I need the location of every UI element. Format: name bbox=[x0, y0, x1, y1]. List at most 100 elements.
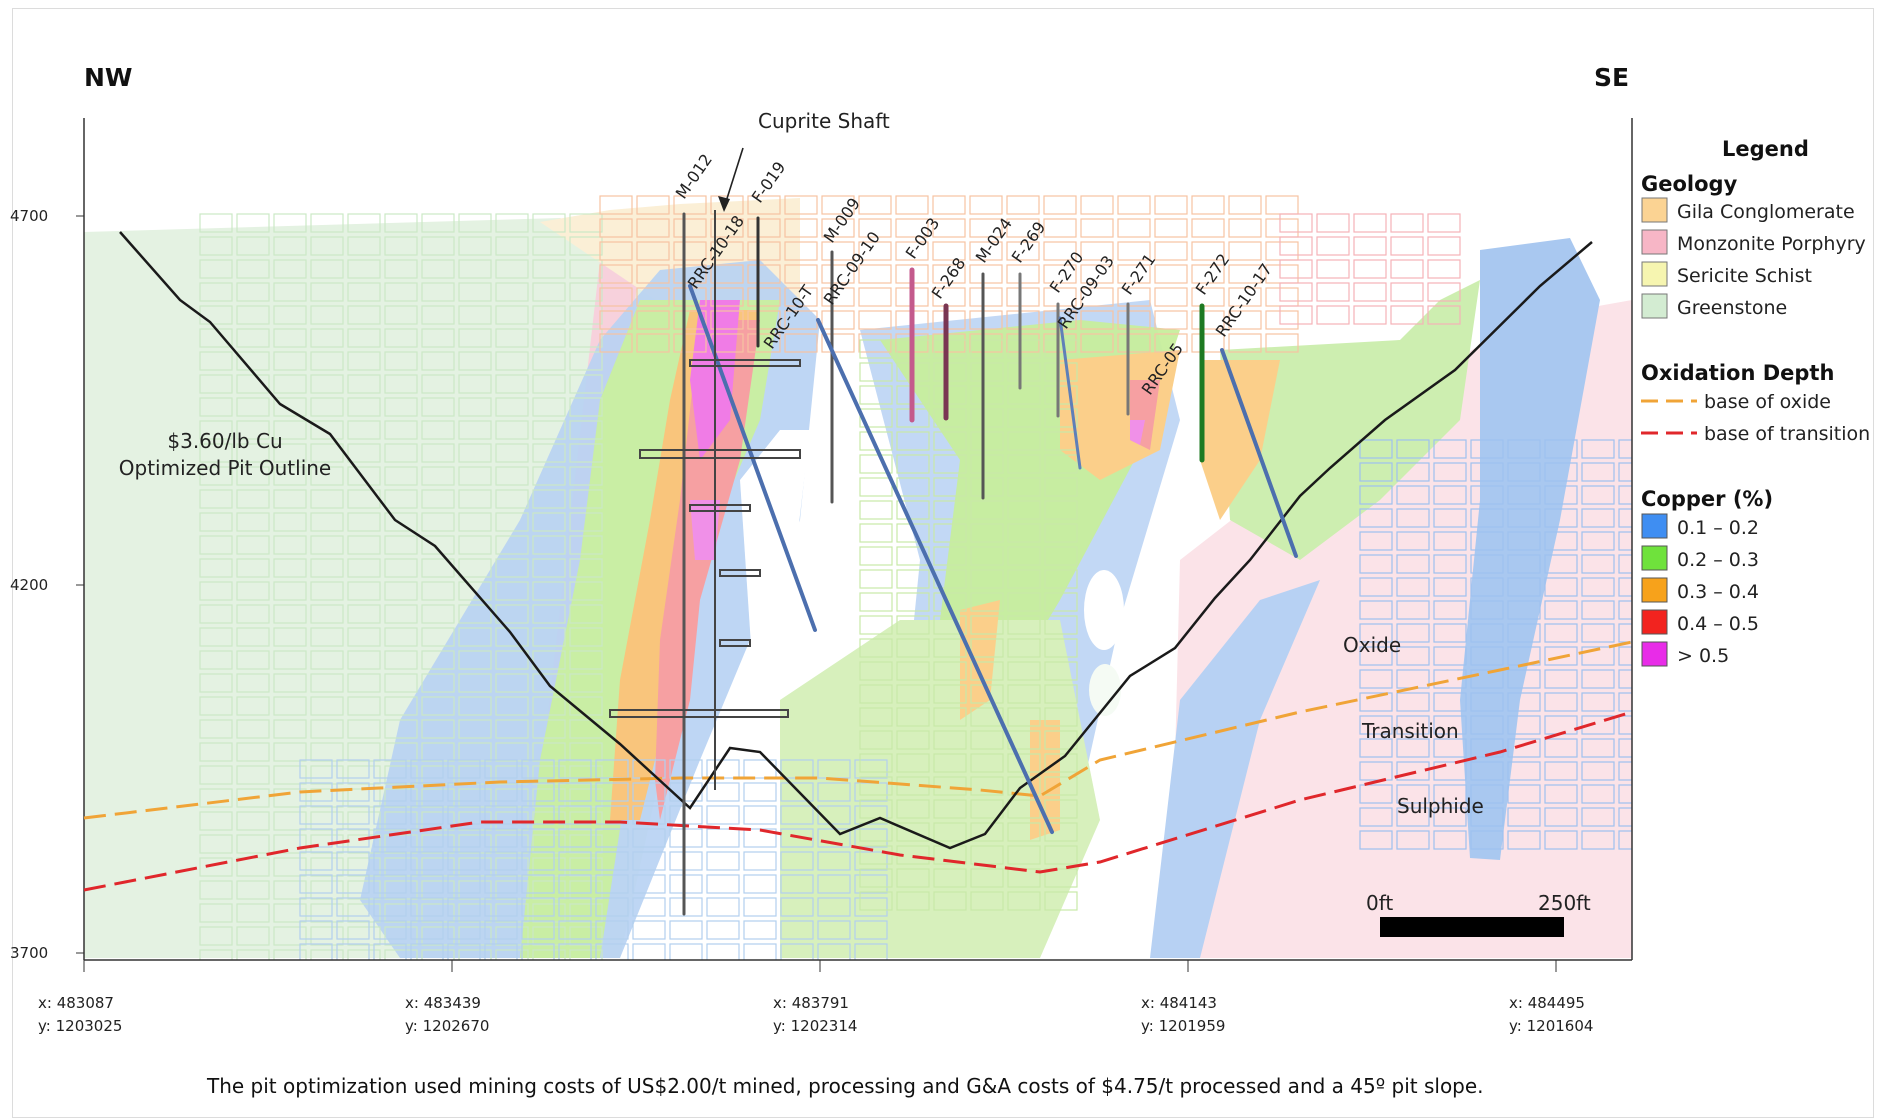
model-block bbox=[273, 627, 307, 647]
model-block bbox=[236, 765, 270, 785]
model-block bbox=[569, 627, 603, 647]
model-block bbox=[384, 903, 418, 923]
model-block bbox=[970, 454, 1004, 474]
coordinate-x-3: x: 483791 bbox=[773, 994, 849, 1012]
model-block bbox=[784, 333, 818, 353]
model-block bbox=[532, 535, 566, 555]
model-block bbox=[299, 805, 333, 825]
model-block bbox=[310, 765, 344, 785]
model-block bbox=[273, 351, 307, 371]
model-block bbox=[1427, 236, 1461, 256]
model-block bbox=[347, 420, 381, 440]
model-block bbox=[384, 259, 418, 279]
model-block bbox=[310, 581, 344, 601]
direction-nw: NW bbox=[84, 63, 133, 92]
model-block bbox=[384, 305, 418, 325]
model-block bbox=[1359, 738, 1393, 758]
model-block bbox=[1007, 523, 1041, 543]
model-block bbox=[854, 897, 888, 917]
model-block bbox=[1433, 485, 1467, 505]
model-block bbox=[896, 707, 930, 727]
model-block bbox=[384, 466, 418, 486]
model-block bbox=[1353, 213, 1387, 233]
model-block bbox=[1581, 554, 1615, 574]
model-block bbox=[743, 805, 777, 825]
model-block bbox=[1007, 638, 1041, 658]
model-block bbox=[821, 218, 855, 238]
model-block bbox=[1359, 600, 1393, 620]
model-block bbox=[932, 264, 966, 284]
model-block bbox=[1396, 784, 1430, 804]
model-block bbox=[1359, 761, 1393, 781]
model-block bbox=[1544, 807, 1578, 827]
model-block bbox=[1618, 485, 1632, 505]
model-block bbox=[347, 926, 381, 946]
model-block bbox=[310, 719, 344, 739]
model-block bbox=[273, 512, 307, 532]
model-block bbox=[632, 851, 666, 871]
model-block bbox=[569, 558, 603, 578]
model-block bbox=[1044, 500, 1078, 520]
optimized-pit-outline bbox=[119, 231, 1593, 850]
model-block bbox=[1007, 661, 1041, 681]
model-block bbox=[854, 943, 888, 960]
model-block bbox=[858, 310, 892, 330]
model-block bbox=[310, 903, 344, 923]
model-block bbox=[1007, 431, 1041, 451]
model-block bbox=[1044, 891, 1078, 911]
model-block bbox=[1006, 333, 1040, 353]
model-block bbox=[1117, 218, 1151, 238]
model-block bbox=[1470, 462, 1504, 482]
model-block bbox=[1316, 259, 1350, 279]
legend-label-monzonite-porphyry: Monzonite Porphyry bbox=[1677, 233, 1866, 255]
legend-title: Legend bbox=[1722, 137, 1809, 161]
model-block bbox=[1007, 454, 1041, 474]
model-block bbox=[970, 822, 1004, 842]
model-block bbox=[532, 512, 566, 532]
model-block bbox=[458, 305, 492, 325]
model-block bbox=[1618, 784, 1632, 804]
model-block bbox=[1618, 761, 1632, 781]
model-block bbox=[1544, 577, 1578, 597]
model-block bbox=[859, 799, 893, 819]
model-block bbox=[1396, 600, 1430, 620]
model-block bbox=[1044, 477, 1078, 497]
model-block bbox=[532, 397, 566, 417]
model-block bbox=[933, 362, 967, 382]
model-block bbox=[599, 287, 633, 307]
model-block bbox=[273, 443, 307, 463]
model-block bbox=[410, 851, 444, 871]
model-block bbox=[1544, 439, 1578, 459]
model-block bbox=[236, 788, 270, 808]
model-block bbox=[273, 581, 307, 601]
model-block bbox=[421, 857, 455, 877]
model-block bbox=[1470, 554, 1504, 574]
model-block bbox=[484, 805, 518, 825]
model-block bbox=[1390, 282, 1424, 302]
model-block bbox=[1044, 845, 1078, 865]
model-block bbox=[1044, 362, 1078, 382]
model-block bbox=[1080, 287, 1114, 307]
model-block bbox=[236, 259, 270, 279]
model-block bbox=[273, 604, 307, 624]
model-block bbox=[1433, 738, 1467, 758]
model-block bbox=[458, 443, 492, 463]
model-block bbox=[532, 213, 566, 233]
model-block bbox=[784, 264, 818, 284]
model-block bbox=[347, 535, 381, 555]
model-block bbox=[495, 604, 529, 624]
model-block bbox=[310, 328, 344, 348]
model-block bbox=[970, 776, 1004, 796]
model-block bbox=[1581, 715, 1615, 735]
model-block bbox=[1359, 692, 1393, 712]
model-block bbox=[495, 328, 529, 348]
model-block bbox=[1396, 554, 1430, 574]
model-block bbox=[1433, 439, 1467, 459]
model-block bbox=[199, 351, 233, 371]
model-block bbox=[532, 420, 566, 440]
model-block bbox=[636, 195, 670, 215]
elevation-axis: 4700 4200 3700 bbox=[10, 207, 84, 962]
model-block bbox=[1154, 310, 1188, 330]
model-block bbox=[310, 397, 344, 417]
